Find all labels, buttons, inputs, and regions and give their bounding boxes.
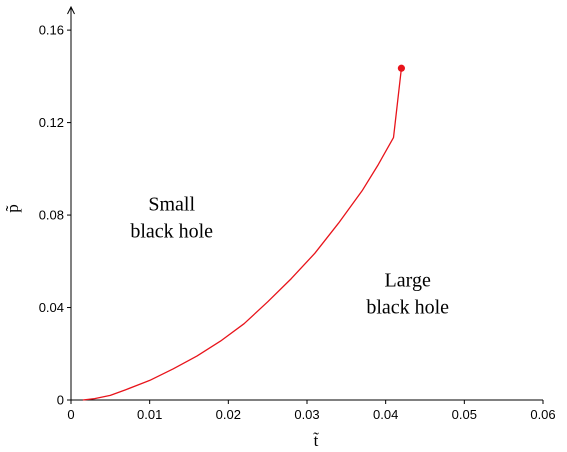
coexistence-curve [82,68,403,401]
x-tick-label: 0.05 [452,407,477,422]
region-label: Small black hole [130,193,213,242]
x-tick-label: 0.02 [216,407,241,422]
x-ticks: 0 0.01 0.02 0.03 0.04 0.05 0.06 [67,400,556,422]
annotations: Small black hole Large black hole [130,193,449,318]
x-tick-label: 0.06 [530,407,555,422]
x-tick-label: 0 [67,407,74,422]
y-tick-label: 0.04 [39,300,64,315]
y-axis-arrowhead [67,5,75,15]
x-axis: 0 0.01 0.02 0.03 0.04 0.05 0.06 t̃ [67,399,556,450]
x-axis-label: t̃ [313,431,319,450]
y-tick-label: 0.08 [39,208,64,223]
y-axis: 0 0.04 0.08 0.12 0.16 p̃ [3,5,75,408]
critical-point [397,64,405,72]
plot-series [82,64,405,401]
region-label: Large black hole [366,270,449,319]
y-tick-label: 0.16 [39,23,64,38]
y-axis-label: p̃ [3,204,22,213]
x-tick-label: 0.03 [294,407,319,422]
x-tick-label: 0.01 [137,407,162,422]
y-tick-label: 0.12 [39,115,64,130]
x-tick-label: 0.04 [373,407,398,422]
y-tick-label: 0 [57,393,64,408]
y-ticks: 0 0.04 0.08 0.12 0.16 [39,23,71,408]
